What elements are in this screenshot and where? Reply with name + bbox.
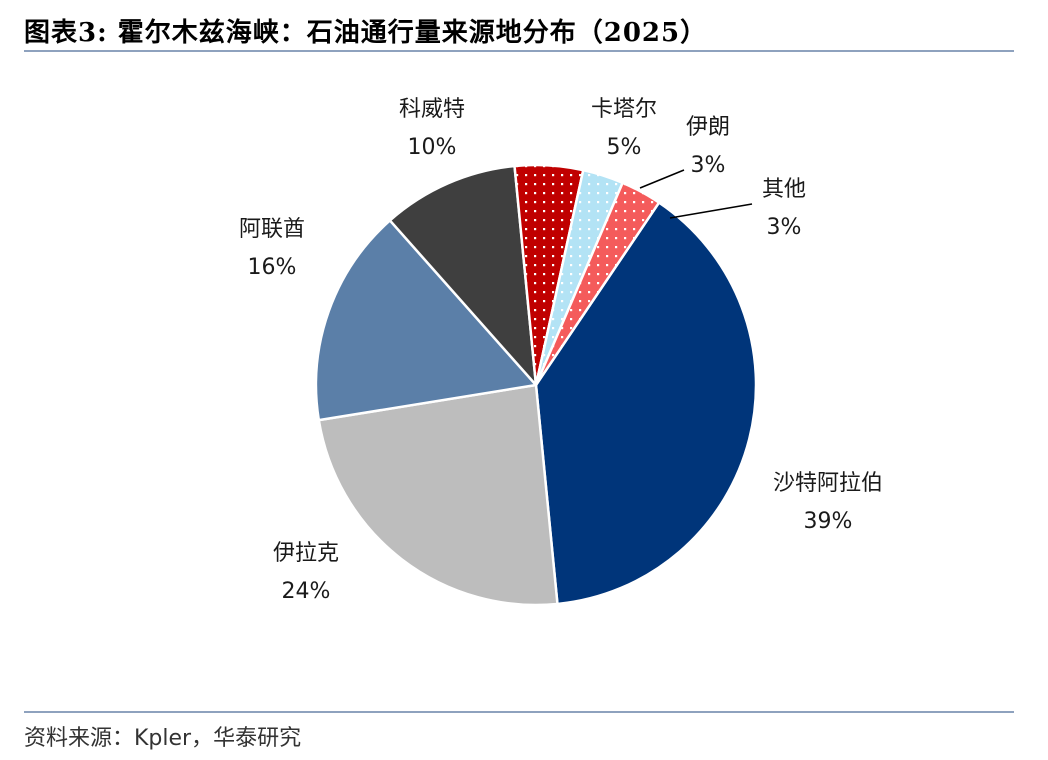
slice-name-label-4: 卡塔尔 [591, 97, 657, 122]
pie-slice-3 [388, 164, 538, 387]
leader-line-6 [669, 203, 753, 219]
slice-value-label-1: 24% [282, 579, 331, 604]
pie-slice-1 [317, 383, 559, 607]
slice-value-label-0: 39% [804, 509, 853, 534]
title-divider [24, 50, 1014, 52]
slice-name-label-6: 其他 [762, 177, 806, 202]
slice-value-label-3: 10% [408, 135, 457, 160]
slice-name-label-0: 沙特阿拉伯 [773, 471, 883, 496]
slice-name-label-5: 伊朗 [686, 115, 730, 140]
source-note: 资料来源：Kpler，华泰研究 [24, 726, 302, 751]
chart-title: 图表3: 霍尔木兹海峡：石油通行量来源地分布（2025） [24, 18, 708, 48]
footer-divider [24, 711, 1014, 713]
slice-value-label-6: 3% [767, 215, 802, 240]
pie-slice-0 [534, 201, 758, 606]
slice-value-label-2: 16% [248, 255, 297, 280]
pie-slice-6 [534, 181, 661, 387]
pie-chart: 沙特阿拉伯 39% 伊拉克 24% 阿联酋 16% 科威特 10% 卡塔尔 5% 伊朗 3% 其他 3% [239, 97, 883, 607]
slice-value-label-4: 5% [607, 135, 642, 160]
slice-name-label-1: 伊拉克 [273, 541, 339, 566]
slice-name-label-2: 阿联酋 [239, 217, 305, 242]
pie-slice-2 [314, 219, 538, 422]
slice-labels: 沙特阿拉伯 39% 伊拉克 24% 阿联酋 16% 科威特 10% 卡塔尔 5% 伊朗 3% 其他 3% [239, 97, 883, 604]
slice-name-label-3: 科威特 [399, 97, 465, 122]
pie-slices [314, 163, 758, 607]
leader-lines [639, 169, 753, 219]
slice-value-label-5: 3% [691, 153, 726, 178]
leader-line-5 [639, 169, 685, 189]
